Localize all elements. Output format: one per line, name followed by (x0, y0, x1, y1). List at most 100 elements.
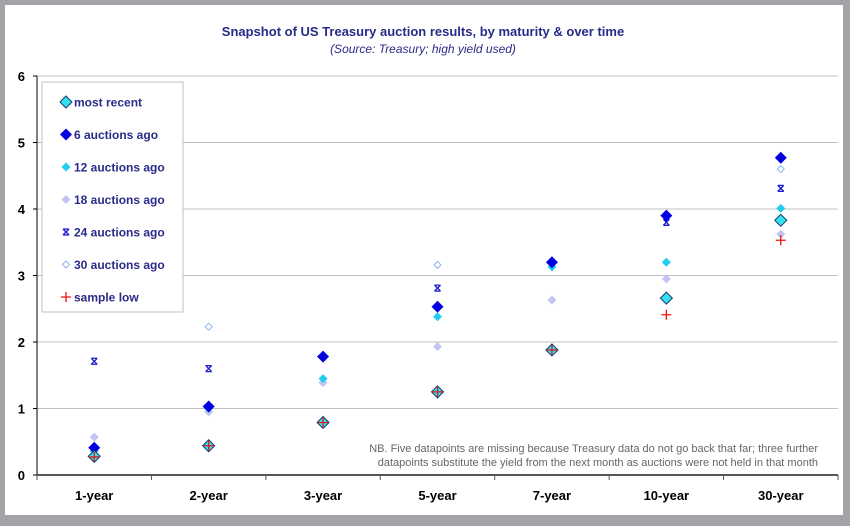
marker-shape (776, 229, 786, 239)
marker-shape (203, 440, 214, 451)
marker-shape (777, 184, 785, 193)
data-point-sample-low-5-year (432, 386, 443, 397)
x-tick-label: 10-year (644, 488, 690, 503)
annotation-line-1: NB. Five datapoints are missing because … (369, 443, 818, 455)
marker-shape (61, 195, 71, 204)
marker-shape (776, 203, 786, 213)
data-point-6-auctions-ago-2-year (202, 400, 215, 413)
marker-shape (659, 291, 674, 305)
data-point-30-auctions-ago-5-year (433, 260, 442, 270)
legend-label: 18 auctions ago (74, 193, 165, 207)
data-point-sample-low-30-year (775, 235, 786, 246)
chart-svg: Snapshot of US Treasury auction results,… (18, 24, 839, 503)
legend-label: 6 auctions ago (74, 128, 158, 142)
y-tick-label: 0 (18, 468, 25, 483)
marker-shape (432, 386, 443, 397)
y-tick-label: 2 (18, 335, 25, 350)
marker-shape (60, 128, 72, 141)
marker-shape (662, 218, 670, 226)
marker-shape (89, 452, 100, 463)
x-tick-label: 7-year (533, 488, 571, 503)
data-point-12-auctions-ago-5-year (433, 312, 442, 322)
marker-shape (317, 350, 330, 363)
marker-shape (61, 162, 71, 172)
data-point-18-auctions-ago-1-year (89, 432, 99, 442)
legend-label: 30 auctions ago (74, 258, 165, 272)
data-point-18-auctions-ago-7-year (547, 295, 557, 305)
legend-marker-18-auctions-ago (61, 195, 71, 204)
data-point-6-auctions-ago-3-year (317, 350, 330, 363)
marker-shape (547, 295, 557, 305)
marker-shape (205, 364, 213, 373)
legend-marker-sample-low (61, 292, 71, 302)
data-point-24-auctions-ago-2-year (205, 364, 213, 373)
data-point-24-auctions-ago-10-year (662, 218, 670, 226)
x-tick-label: 3-year (304, 488, 342, 503)
data-point-12-auctions-ago-10-year (661, 257, 671, 267)
legend-marker-12-auctions-ago (61, 162, 71, 172)
marker-shape (661, 309, 672, 320)
x-tick-label: 30-year (758, 488, 804, 503)
marker-shape (776, 164, 785, 174)
data-points (87, 151, 788, 464)
data-point-12-auctions-ago-3-year (318, 374, 328, 384)
data-point-sample-low-3-year (318, 417, 329, 428)
legend-marker-6-auctions-ago (60, 128, 72, 141)
data-point-sample-low-10-year (661, 309, 672, 320)
legend-label: sample low (74, 291, 139, 305)
data-point-sample-low-1-year (89, 452, 100, 463)
data-point-24-auctions-ago-1-year (90, 357, 98, 365)
marker-shape (61, 292, 71, 302)
data-point-24-auctions-ago-30-year (777, 184, 785, 193)
data-point-6-auctions-ago-5-year (431, 300, 444, 313)
y-tick-label: 5 (18, 136, 25, 151)
x-tick-label: 5-year (418, 488, 456, 503)
data-point-18-auctions-ago-30-year (776, 229, 786, 239)
marker-shape (62, 228, 70, 236)
data-point-12-auctions-ago-30-year (776, 203, 786, 213)
marker-shape (88, 441, 101, 454)
data-point-6-auctions-ago-1-year (88, 441, 101, 454)
marker-shape (318, 374, 328, 384)
data-point-18-auctions-ago-10-year (661, 274, 671, 284)
data-point-6-auctions-ago-7-year (545, 256, 558, 269)
marker-shape (660, 209, 673, 222)
marker-shape (433, 312, 442, 322)
y-tick-label: 1 (18, 402, 25, 417)
data-point-most-recent-30-year (774, 213, 788, 228)
marker-shape (775, 235, 786, 246)
marker-shape (434, 284, 441, 292)
data-point-24-auctions-ago-5-year (434, 284, 441, 292)
y-tick-labels: 0 1 2 3 4 5 6 (18, 69, 26, 483)
data-point-sample-low-2-year (203, 440, 214, 451)
chart-subtitle: (Source: Treasury; high yield used) (330, 42, 516, 56)
axes (33, 75, 839, 480)
data-point-6-auctions-ago-30-year (774, 151, 787, 164)
data-point-30-auctions-ago-30-year (776, 164, 785, 174)
chart-frame: Snapshot of US Treasury auction results,… (5, 5, 843, 515)
data-point-6-auctions-ago-10-year (660, 209, 673, 222)
legend-marker-most-recent (59, 95, 73, 109)
x-tick-label: 1-year (75, 488, 113, 503)
marker-shape (90, 357, 98, 365)
marker-shape (61, 260, 71, 269)
legend-label: 24 auctions ago (74, 226, 165, 240)
marker-shape (545, 256, 558, 269)
marker-shape (431, 300, 444, 313)
legend-marker-24-auctions-ago (62, 228, 70, 236)
y-tick-label: 3 (18, 269, 25, 284)
marker-shape (433, 342, 442, 352)
marker-shape (204, 322, 213, 331)
legend-label: most recent (74, 96, 142, 110)
marker-shape (774, 213, 788, 228)
x-tick-label: 2-year (189, 488, 227, 503)
data-point-most-recent-10-year (659, 291, 674, 305)
marker-shape (318, 417, 329, 428)
marker-shape (59, 95, 73, 109)
legend: most recent 6 auctions ago 12 auctions ago… (41, 81, 184, 313)
legend-label: 12 auctions ago (74, 161, 165, 175)
annotation-line-2: datapoints substitute the yield from the… (378, 457, 818, 469)
marker-shape (546, 344, 557, 355)
data-point-18-auctions-ago-5-year (433, 342, 442, 352)
data-point-sample-low-7-year (546, 344, 557, 355)
